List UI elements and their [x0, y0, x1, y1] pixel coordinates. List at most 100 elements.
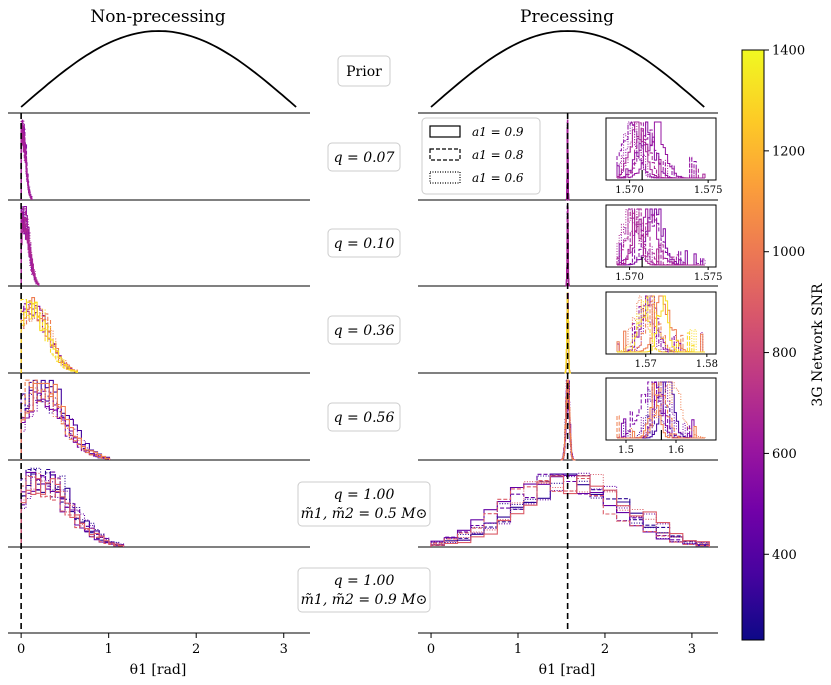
insets: 1.570 1.575 1.570 1.575 1.57 1.58 1.5 1.6 [605, 117, 723, 456]
inset-tick-label: 1.6 [668, 445, 684, 456]
prior-label: Prior [346, 64, 382, 80]
colorbar-tick-label: 800 [772, 346, 797, 361]
hist-np-row2-snr680 [20, 208, 40, 286]
hist-p-row5-snr450 [430, 474, 710, 547]
x-tick-label-np: 1 [105, 642, 113, 657]
legend: a1 = 0.9 a1 = 0.8 a1 = 0.6 [421, 117, 541, 195]
colorbar-tick-label: 1400 [772, 44, 805, 59]
inset-tick-label: 1.570 [615, 272, 644, 283]
q007-label: q = 0.07 [334, 150, 395, 166]
panels [8, 112, 718, 634]
row-label-q100-m05: q = 1.00 m̃1, m̃2 = 0.5 M⊙ [297, 481, 431, 527]
legend-swatch-dotted [429, 171, 461, 184]
hist-np-row5-snr300 [20, 467, 125, 547]
colorbar-tick-label: 1200 [772, 144, 805, 159]
hist-np-row2-snr680 [20, 217, 40, 286]
inset-tick-label: 1.575 [694, 185, 723, 196]
row-label-prior: Prior [337, 55, 391, 87]
inset-tick-label: 1.5 [618, 445, 634, 456]
legend-swatch-solid [429, 125, 461, 138]
hist-p-row1-snr660 [565, 122, 570, 201]
legend-a08: a1 = 0.8 [472, 148, 524, 162]
inset-hist-row3-snr1320 [616, 295, 705, 353]
q100b-label: q = 1.00 [334, 573, 395, 589]
p-xlabel: θ1 [rad] [539, 662, 596, 678]
colorbar: 400 600 800 1000 1200 1400 3G Network SNR [741, 44, 826, 641]
row-label-q007: q = 0.07 [327, 142, 401, 172]
q100a-label: q = 1.00 [334, 487, 395, 503]
q056-label: q = 0.56 [334, 410, 395, 426]
precessing-title: Precessing [520, 7, 614, 27]
np-xlabel: θ1 [rad] [130, 662, 187, 678]
q036-label: q = 0.36 [334, 323, 395, 339]
row-label-q036: q = 0.36 [327, 315, 401, 345]
q010-label: q = 0.10 [334, 236, 395, 252]
hist-np-row5-snr900 [20, 475, 125, 547]
inset-hist-row2-snr680 [616, 208, 705, 266]
hist-np-row5-snr450 [20, 471, 125, 547]
inset-tick-label: 1.57 [635, 359, 657, 370]
legend-a06: a1 = 0.6 [472, 171, 524, 185]
inset-tick-label: 1.575 [694, 272, 723, 283]
inset-hist-row3-snr1020 [617, 295, 705, 353]
x-tick-label-p: 0 [427, 642, 435, 657]
hist-np-row5-snr900 [20, 478, 125, 547]
inset-hist-row1-snr660 [616, 121, 705, 179]
hist-np-row1-snr660 [20, 119, 33, 200]
prior-curve-np [20, 30, 297, 108]
inset-row3: 1.57 1.58 [605, 291, 718, 370]
inset-tick-label: 1.58 [696, 359, 718, 370]
m05-label: m̃1, m̃2 = 0.5 M⊙ [301, 506, 428, 522]
x-tick-label-np: 2 [192, 642, 200, 657]
hist-np-row3-snr1020 [20, 303, 78, 373]
inset-row1: 1.570 1.575 [605, 117, 723, 196]
hist-np-row3-snr1320 [20, 301, 78, 373]
colorbar-label: 3G Network SNR [810, 283, 826, 407]
inset-row4: 1.5 1.6 [605, 377, 717, 456]
hist-np-row5-snr450 [20, 476, 125, 547]
hist-np-row5-snr450 [20, 471, 125, 547]
x-tick-label-p: 1 [514, 642, 522, 657]
prior-curve-p [430, 30, 705, 108]
non-precessing-title: Non-precessing [90, 7, 225, 27]
histograms [20, 119, 710, 547]
inset-hist-row2-snr680 [616, 208, 705, 266]
hist-p-row5-snr900 [430, 473, 710, 547]
legend-swatch-dashed [429, 148, 461, 161]
m09-label: m̃1, m̃2 = 0.9 M⊙ [301, 592, 428, 608]
x-tick-label-p: 3 [688, 642, 696, 657]
inset-hist-row2-snr550 [617, 208, 705, 266]
hist-np-row4-snr520 [20, 390, 111, 460]
truth-lines [20, 113, 569, 633]
inset-hist-row1-snr660 [617, 122, 705, 179]
hist-p-row4-snr1030 [560, 379, 576, 461]
hist-np-row4-snr1030 [20, 387, 111, 460]
colorbar-tick-label: 600 [772, 447, 797, 462]
hist-np-row5-snr900 [20, 472, 125, 547]
x-tick-label-p: 2 [601, 642, 609, 657]
inset-tick-label: 1.570 [615, 185, 644, 196]
colorbar-tick-label: 400 [772, 548, 797, 563]
inset-hist-row1-snr600 [616, 121, 705, 179]
inset-hist-row3-snr1320 [617, 296, 705, 353]
colorbar-gradient [741, 49, 765, 641]
x-tick-label-np: 3 [280, 642, 288, 657]
legend-a09: a1 = 0.9 [472, 125, 524, 139]
row-label-q056: q = 0.56 [327, 402, 401, 432]
hist-p-row1-snr660 [565, 120, 570, 201]
hist-np-row3-snr1020 [20, 300, 78, 373]
inset-row2: 1.570 1.575 [605, 204, 723, 283]
hist-np-row5-snr300 [20, 468, 125, 547]
hist-np-row3-snr1320 [20, 298, 78, 373]
x-tick-label-np: 0 [17, 642, 25, 657]
hist-p-row5-snr900 [430, 475, 710, 547]
colorbar-tick-label: 1000 [772, 245, 805, 260]
hist-p-row4-snr1030 [560, 379, 576, 461]
hist-np-row1-snr660 [20, 124, 33, 200]
x-axes: 0 1 2 3 0 1 2 3 [17, 633, 696, 657]
row-label-q100-m09: q = 1.00 m̃1, m̃2 = 0.9 M⊙ [297, 567, 431, 613]
inset-hist-row4-snr1030 [617, 381, 706, 439]
prior-curves [20, 30, 705, 108]
row-label-q010: q = 0.10 [327, 228, 401, 258]
